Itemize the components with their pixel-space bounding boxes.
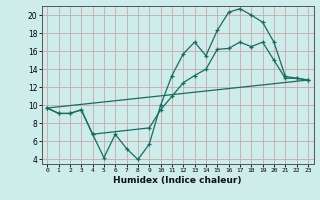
X-axis label: Humidex (Indice chaleur): Humidex (Indice chaleur)	[113, 176, 242, 185]
